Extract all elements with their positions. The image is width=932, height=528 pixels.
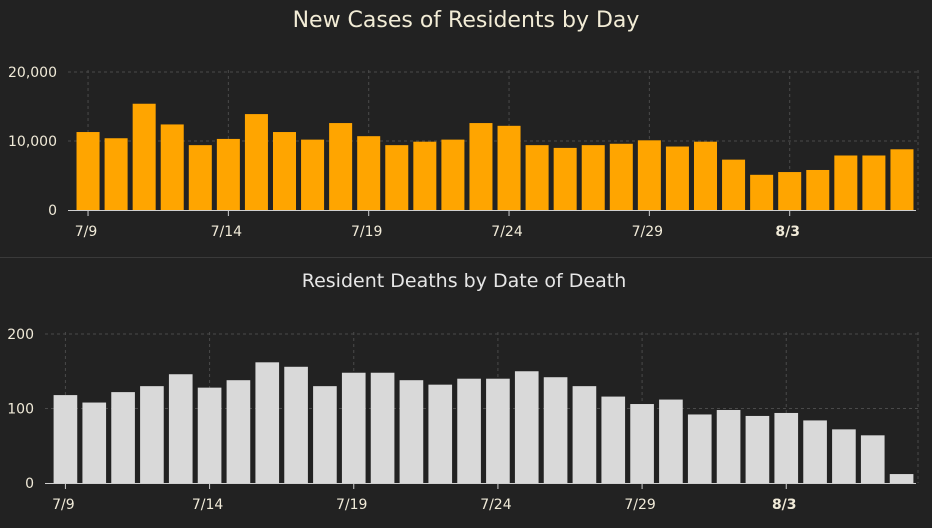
bar <box>341 372 366 483</box>
bar <box>572 386 597 483</box>
bar <box>750 174 774 210</box>
x-tick-label: 8/3 <box>775 224 800 240</box>
x-tick-label: 8/3 <box>772 497 797 513</box>
bar <box>132 103 156 210</box>
resident-deaths-chart: Resident Deaths by Date of Death 0 100 200… <box>7 270 919 513</box>
x-tick-label: 7/9 <box>75 224 98 240</box>
x-tick-label: 7/24 <box>480 497 512 513</box>
y-tick-label: 0 <box>25 476 34 492</box>
x-axis-ticks: 7/9 7/14 7/19 7/24 7/29 8/3 <box>52 497 796 513</box>
x-axis <box>68 210 916 216</box>
bar <box>301 139 325 210</box>
x-tick-label: 7/14 <box>192 497 224 513</box>
bar <box>255 362 280 483</box>
bar-series <box>53 362 914 483</box>
bar <box>722 159 746 210</box>
bar <box>630 404 654 483</box>
bar <box>399 380 424 483</box>
bar <box>525 145 549 210</box>
x-tick-label: 7/9 <box>52 497 75 513</box>
bar <box>803 420 827 483</box>
bar <box>862 155 886 210</box>
x-tick-label: 7/19 <box>351 224 382 240</box>
bar <box>832 429 856 483</box>
bar <box>441 139 465 210</box>
bar <box>693 141 718 210</box>
chart-title: New Cases of Residents by Day <box>293 8 640 33</box>
bar <box>889 474 914 483</box>
y-tick-label: 100 <box>7 402 34 418</box>
x-tick-label: 7/29 <box>624 497 655 513</box>
bar <box>543 377 568 483</box>
bar <box>609 143 633 210</box>
bar <box>329 123 353 210</box>
bar <box>497 125 521 210</box>
bar <box>226 380 251 483</box>
bar <box>82 402 107 483</box>
bar <box>216 138 240 210</box>
bar <box>140 386 164 483</box>
bar <box>659 399 683 483</box>
bar <box>457 378 481 483</box>
x-tick-label: 7/14 <box>211 224 243 240</box>
bar <box>428 384 453 483</box>
bar <box>745 415 770 483</box>
bar <box>284 366 308 483</box>
new-cases-chart: New Cases of Residents by Day 0 10,000 20,… <box>8 8 919 240</box>
bar <box>53 395 78 483</box>
bar <box>601 396 626 483</box>
bar <box>860 435 885 483</box>
bar <box>774 412 799 483</box>
bar <box>806 169 830 210</box>
bar <box>413 141 437 210</box>
bar <box>687 414 712 483</box>
x-axis <box>45 483 916 489</box>
bar <box>160 124 184 210</box>
bar <box>244 114 268 210</box>
bar <box>890 149 914 210</box>
bar <box>581 145 605 210</box>
bar <box>778 172 802 210</box>
bar <box>76 132 100 210</box>
bar <box>370 372 395 483</box>
bar <box>111 392 135 483</box>
bar <box>313 386 337 483</box>
bar <box>637 140 661 210</box>
bar <box>168 374 193 483</box>
bar <box>272 132 297 210</box>
x-axis-ticks: 7/9 7/14 7/19 7/24 7/29 8/3 <box>75 224 800 240</box>
y-tick-label: 20,000 <box>8 65 57 81</box>
chart-title: Resident Deaths by Date of Death <box>302 270 627 292</box>
bar <box>469 123 493 210</box>
bar <box>486 378 510 483</box>
bar <box>385 145 409 210</box>
bar-series <box>76 103 914 210</box>
bar <box>665 146 689 210</box>
y-tick-label: 0 <box>48 203 57 219</box>
bar <box>197 387 222 483</box>
y-axis-ticks: 0 100 200 <box>7 327 34 492</box>
x-tick-label: 7/19 <box>336 497 367 513</box>
x-tick-label: 7/29 <box>632 224 663 240</box>
bar <box>834 155 858 210</box>
bar <box>188 145 212 210</box>
bar <box>357 136 381 210</box>
bar <box>104 138 128 210</box>
bar <box>514 371 539 483</box>
bar <box>553 147 577 210</box>
y-tick-label: 10,000 <box>8 134 57 150</box>
y-tick-label: 200 <box>7 327 34 343</box>
x-tick-label: 7/24 <box>491 224 523 240</box>
bar <box>716 409 741 483</box>
y-axis-ticks: 0 10,000 20,000 <box>8 65 57 219</box>
